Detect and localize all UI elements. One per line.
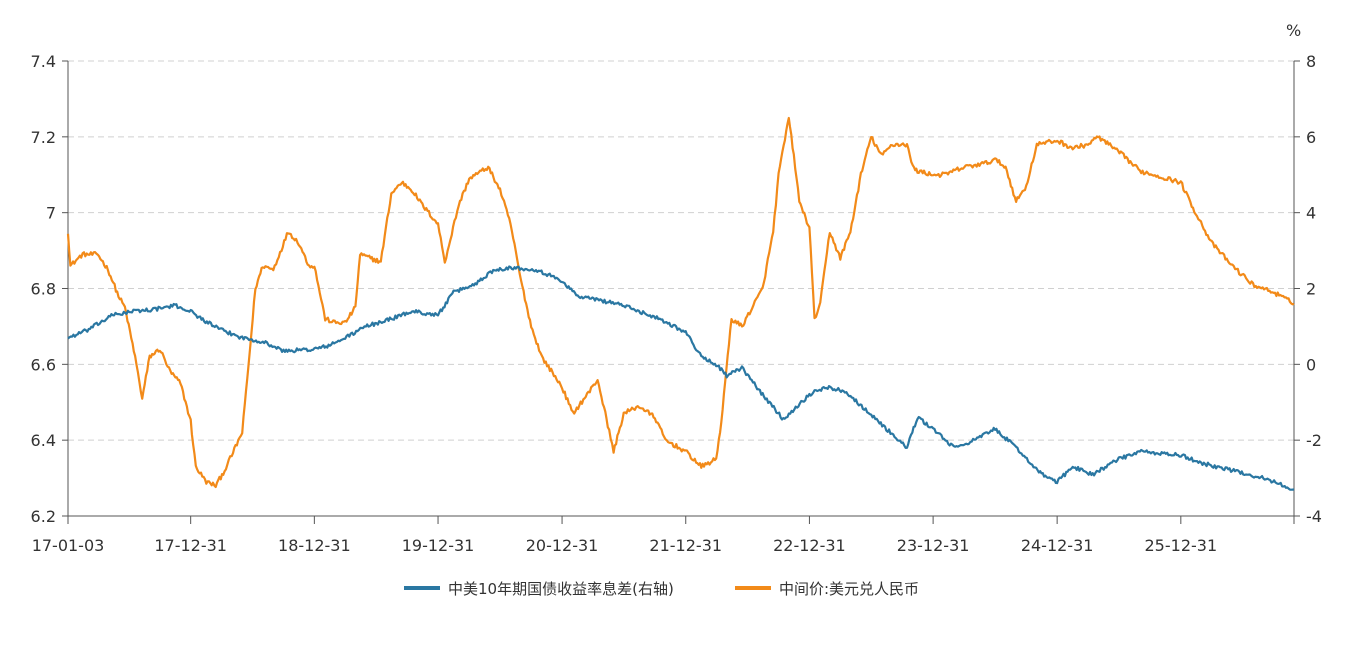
right-tick-label: 2: [1306, 280, 1316, 299]
x-tick-label: 17-12-31: [154, 536, 227, 555]
x-tick-label: 22-12-31: [773, 536, 846, 555]
right-tick-label: -4: [1306, 507, 1322, 526]
x-tick-label: 20-12-31: [526, 536, 599, 555]
series-line: [67, 265, 1295, 491]
x-tick-label: 24-12-31: [1021, 536, 1094, 555]
right-tick-label: -2: [1306, 431, 1322, 450]
x-tick-label: 18-12-31: [278, 536, 351, 555]
left-tick-label: 7.2: [31, 128, 56, 147]
series-line: [66, 116, 1295, 489]
left-tick-label: 6.2: [31, 507, 56, 526]
left-tick-label: 6.4: [31, 431, 56, 450]
x-tick-label: 25-12-31: [1145, 536, 1218, 555]
left-tick-label: 7: [46, 204, 56, 223]
x-tick-label: 19-12-31: [402, 536, 475, 555]
left-tick-label: 6.8: [31, 280, 56, 299]
series-lines: [66, 116, 1295, 491]
right-axis-unit-label: %: [1286, 21, 1301, 40]
x-tick-label: 23-12-31: [897, 536, 970, 555]
right-y-axis-ticks: -4 -2 0 2 4 6 8: [1294, 52, 1322, 526]
x-tick-label: 21-12-31: [649, 536, 722, 555]
legend-label: 中美10年期国债收益率息差(右轴): [448, 580, 674, 598]
right-tick-label: 4: [1306, 204, 1316, 223]
right-tick-label: 6: [1306, 128, 1316, 147]
x-tick-label: 17-01-03: [32, 536, 105, 555]
left-tick-label: 6.6: [31, 355, 56, 374]
x-axis-ticks: 17-01-03 17-12-31 18-12-31 19-12-31 20-12-31…: [32, 516, 1295, 555]
legend-label: 中间价:美元兑人民币: [779, 580, 919, 598]
left-tick-label: 7.4: [31, 52, 56, 71]
right-tick-label: 8: [1306, 52, 1316, 71]
legend: 中美10年期国债收益率息差(右轴) 中间价:美元兑人民币: [404, 580, 919, 598]
gridlines: [68, 60, 1294, 441]
left-y-axis-ticks: 6.2 6.4 6.6 6.8 7 7.2 7.4: [31, 52, 68, 526]
right-tick-label: 0: [1306, 355, 1316, 374]
